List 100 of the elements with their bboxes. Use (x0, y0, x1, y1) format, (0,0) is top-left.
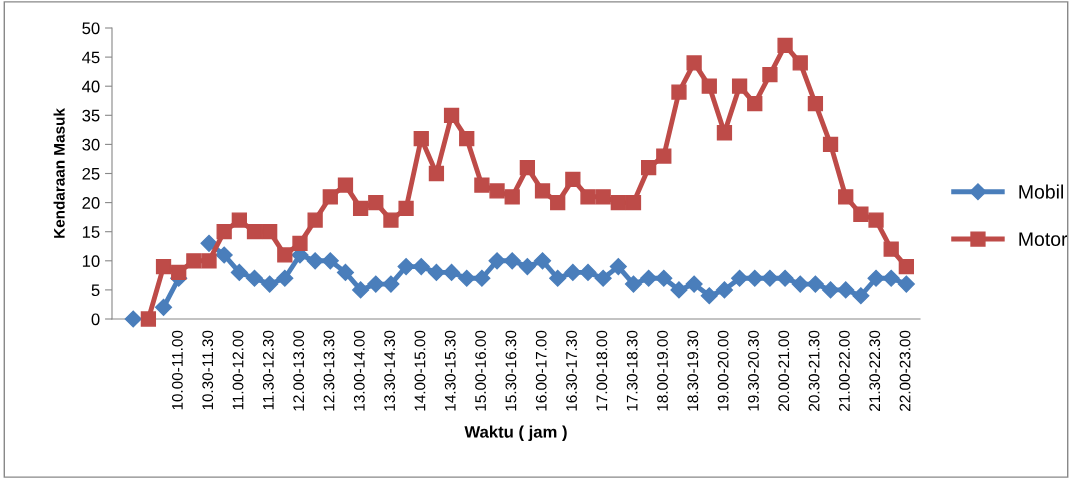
point (853, 206, 869, 222)
point (609, 258, 627, 276)
point (655, 269, 673, 287)
y-tick-label: 0 (91, 313, 100, 326)
point (231, 212, 247, 228)
point (504, 189, 520, 205)
point (670, 281, 688, 299)
point (640, 269, 658, 287)
x-tick-label: 18.30-19.30 (687, 330, 699, 411)
point (746, 269, 764, 287)
point (822, 281, 840, 299)
y-tick-label: 5 (91, 284, 100, 297)
point (882, 269, 900, 287)
point (215, 246, 233, 264)
y-tick-label: 20 (82, 197, 100, 209)
x-tick-label: 17.00-18.00 (596, 330, 608, 411)
point (322, 189, 338, 205)
point (565, 171, 581, 187)
point (337, 177, 354, 193)
point (277, 247, 293, 263)
point (155, 258, 172, 275)
point (579, 263, 597, 281)
point (534, 183, 551, 199)
point (200, 234, 218, 252)
point (140, 311, 157, 327)
y-tick-label: 40 (82, 80, 100, 93)
point (489, 183, 505, 199)
y-tick-label: 45 (82, 51, 100, 64)
point (806, 275, 824, 293)
point (216, 224, 232, 240)
x-tick-label: 16.30-17.30 (566, 330, 577, 411)
point (852, 287, 870, 305)
point (716, 125, 733, 141)
point (731, 78, 748, 94)
x-tick-label: 12.00-13.00 (293, 330, 305, 411)
point (897, 275, 915, 293)
point (550, 194, 566, 211)
point (443, 107, 460, 123)
point (262, 224, 278, 240)
point (474, 177, 490, 193)
x-tick-label: 15.00-16.00 (475, 330, 486, 411)
point (686, 55, 702, 71)
point (701, 78, 717, 94)
point (368, 194, 384, 211)
point (428, 165, 445, 182)
x-tick-label: 20.30-21.30 (808, 330, 820, 411)
point (791, 275, 809, 293)
point (336, 263, 355, 281)
point (731, 269, 749, 287)
y-tick-label: 25 (82, 167, 100, 180)
point (594, 269, 612, 287)
y-tick-label: 30 (82, 138, 100, 151)
point (427, 263, 445, 281)
x-tick-label: 17.30-18.30 (626, 330, 638, 411)
point (382, 275, 400, 293)
point (777, 37, 793, 54)
x-tick-label: 11.00-12.00 (232, 330, 244, 410)
x-tick-label: 20.00-21.00 (778, 330, 790, 411)
point (397, 258, 415, 276)
point (883, 241, 899, 257)
y-tick-label: 50 (82, 22, 100, 35)
x-tick-label: 10.00-11.00 (171, 330, 183, 410)
point (549, 269, 567, 287)
x-tick-label: 11.30-12.30 (262, 330, 274, 410)
point (261, 275, 279, 293)
point (624, 275, 643, 293)
point (762, 66, 778, 83)
point (412, 258, 430, 276)
x-tick-label: 19.30-20.30 (748, 330, 759, 411)
x-tick-label: 21.00-22.00 (839, 330, 850, 411)
point (747, 96, 763, 112)
x-tick-label: 13.00-14.00 (353, 330, 365, 411)
point (518, 258, 536, 276)
point (580, 189, 596, 205)
x-tick-label: 13.30-14.30 (384, 330, 396, 411)
point (292, 235, 308, 251)
x-tick-label: 21.30-22.30 (869, 330, 881, 411)
point (154, 298, 173, 316)
point (458, 269, 476, 287)
point (383, 212, 399, 228)
point (822, 136, 839, 153)
x-tick-label: 10.30-11.30 (202, 330, 214, 410)
point (352, 200, 369, 217)
point (352, 281, 370, 299)
x-tick-label: 14.30-15.30 (444, 330, 456, 411)
point (171, 264, 187, 281)
point (792, 55, 808, 71)
y-tick-label: 35 (82, 109, 100, 122)
point (564, 263, 582, 281)
x-tick-label: 14.00-15.00 (414, 330, 426, 411)
y-tick-label: 15 (82, 226, 100, 238)
legend-label: Mobil (1019, 184, 1063, 199)
point (503, 252, 521, 270)
point (186, 253, 202, 269)
point (519, 160, 536, 176)
point (715, 281, 733, 299)
point (685, 275, 703, 293)
point (473, 269, 491, 287)
x-tick-label: 15.30-16.30 (505, 330, 517, 411)
point (533, 252, 552, 270)
